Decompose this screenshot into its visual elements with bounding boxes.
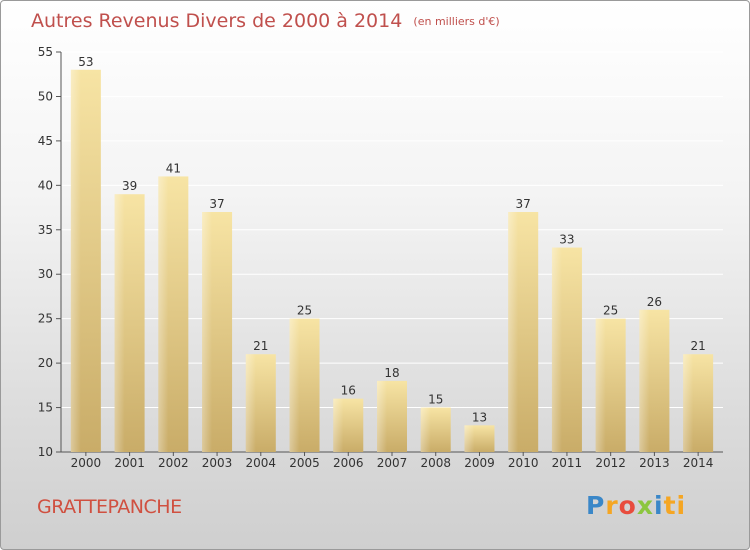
chart-unit: (en milliers d'€) (413, 15, 500, 28)
bar-value-label: 41 (166, 161, 181, 175)
x-tick-label: 2008 (420, 456, 451, 470)
bar-value-label: 33 (559, 233, 574, 247)
bar-value-label: 16 (341, 384, 356, 398)
chart-title-text: Autres Revenus Divers de 2000 à 2014 (31, 10, 403, 32)
bar-highlight (289, 318, 300, 452)
y-tick-label: 35 (38, 223, 53, 237)
x-tick-label: 2012 (595, 456, 626, 470)
bar-value-label: 21 (690, 339, 705, 353)
bar-highlight (639, 309, 650, 452)
bar-value-label: 25 (297, 304, 312, 318)
bar-value-label: 21 (253, 339, 268, 353)
proxiti-logo[interactable]: Proxiti (586, 491, 687, 520)
bar-value-label: 53 (78, 55, 93, 69)
bar-value-label: 15 (428, 393, 443, 407)
bar-highlight (683, 354, 694, 452)
x-tick-label: 2009 (464, 456, 495, 470)
bar-value-label: 13 (472, 410, 487, 424)
bar-highlight (420, 407, 431, 452)
x-tick-label: 2001 (114, 456, 145, 470)
bar-highlight (508, 212, 519, 452)
y-tick-label: 10 (38, 445, 53, 459)
bar-highlight (70, 69, 81, 453)
bar-value-label: 39 (122, 179, 137, 193)
commune-name: GRATTEPANCHE (37, 496, 182, 518)
bar-highlight (245, 354, 256, 452)
x-tick-label: 2004 (246, 456, 277, 470)
bar-value-label: 26 (647, 295, 662, 309)
bar-highlight (158, 176, 169, 452)
x-tick-label: 2014 (683, 456, 714, 470)
y-tick-label: 50 (38, 89, 53, 103)
y-tick-label: 25 (38, 312, 53, 326)
y-tick-label: 30 (38, 267, 53, 281)
x-tick-label: 2000 (71, 456, 102, 470)
y-tick-label: 15 (38, 401, 53, 415)
x-tick-label: 2003 (202, 456, 233, 470)
bar-value-label: 37 (209, 197, 224, 211)
x-tick-label: 2010 (508, 456, 539, 470)
bar-value-label: 25 (603, 304, 618, 318)
bar-highlight (114, 194, 125, 452)
bar-highlight (464, 425, 475, 452)
bar-highlight (202, 212, 213, 452)
y-tick-label: 20 (38, 356, 53, 370)
x-tick-label: 2002 (158, 456, 189, 470)
x-tick-label: 2007 (377, 456, 408, 470)
x-tick-label: 2005 (289, 456, 320, 470)
bar-value-label: 37 (516, 197, 531, 211)
y-tick-label: 45 (38, 134, 53, 148)
x-tick-label: 2013 (639, 456, 670, 470)
x-tick-label: 2006 (333, 456, 364, 470)
bar-highlight (377, 380, 387, 452)
bar-highlight (551, 247, 562, 452)
bar-highlight (595, 318, 606, 452)
chart-title: Autres Revenus Divers de 2000 à 2014 (en… (31, 10, 500, 32)
bar-value-label: 18 (384, 366, 399, 380)
y-tick-label: 55 (38, 45, 53, 59)
x-tick-label: 2011 (552, 456, 583, 470)
y-tick-label: 40 (38, 178, 53, 192)
bar-highlight (333, 398, 344, 452)
